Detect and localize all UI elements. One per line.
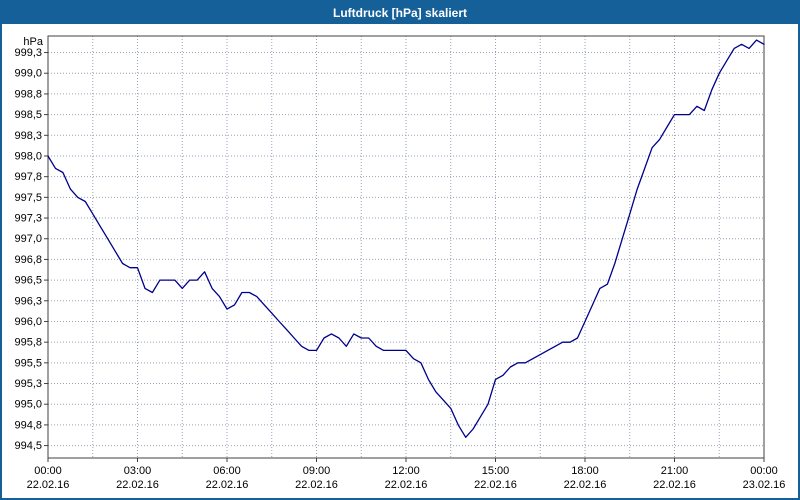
gridlines (48, 36, 764, 458)
x-tick-date-label: 22.02.16 (385, 479, 428, 491)
y-tick-label: 994,8 (14, 419, 42, 431)
y-tick-label: 997,0 (14, 233, 42, 245)
y-tick-label: 995,5 (14, 357, 42, 369)
x-tick-time-label: 06:00 (213, 465, 241, 477)
y-tick-label: 997,3 (14, 213, 42, 225)
y-tick-label: 998,3 (14, 130, 42, 142)
y-tick-label: 997,5 (14, 192, 42, 204)
x-axis-labels: 00:00 22.02.16 03:00 22.02.16 06:00 22.02.16 0… (27, 465, 786, 491)
x-tick-date-label: 22.02.16 (206, 479, 249, 491)
x-tick-time-label: 18:00 (571, 465, 599, 477)
x-tick-time-label: 00:00 (34, 465, 62, 477)
x-tick-time-label: 00:00 (750, 465, 778, 477)
y-tick-label: 999,0 (14, 68, 42, 80)
y-tick-label: 995,8 (14, 337, 42, 349)
x-tick-time-label: 12:00 (392, 465, 420, 477)
y-tick-label: 998,0 (14, 150, 42, 162)
y-tick-label: 998,8 (14, 88, 42, 100)
x-tick-date-label: 22.02.16 (474, 479, 517, 491)
x-tick-date-label: 23.02.16 (743, 479, 786, 491)
x-tick-time-label: 09:00 (303, 465, 331, 477)
y-tick-label: 999,3 (14, 47, 42, 59)
x-tick-time-label: 15:00 (482, 465, 510, 477)
chart-area: hPa 999,3 999,0 998,8 998,5 998,3 998,0 997,8 99… (2, 24, 798, 498)
x-tick-time-label: 03:00 (124, 465, 152, 477)
x-tick-date-label: 22.02.16 (295, 479, 338, 491)
x-tick-date-label: 22.02.16 (116, 479, 159, 491)
y-axis-unit-label: hPa (23, 36, 43, 48)
y-tick-label: 996,3 (14, 295, 42, 307)
axis-ticks (44, 52, 765, 462)
pressure-series-line (47, 39, 765, 438)
y-tick-label: 996,8 (14, 254, 42, 266)
x-tick-date-label: 22.02.16 (653, 479, 696, 491)
y-tick-label: 995,3 (14, 378, 42, 390)
x-tick-date-label: 22.02.16 (564, 479, 607, 491)
y-tick-label: 996,5 (14, 275, 42, 287)
y-tick-label: 995,0 (14, 399, 42, 411)
y-tick-label: 996,0 (14, 316, 42, 328)
x-tick-time-label: 21:00 (661, 465, 689, 477)
x-tick-date-label: 22.02.16 (27, 479, 70, 491)
y-tick-label: 994,5 (14, 440, 42, 452)
window-title: Luftdruck [hPa] skaliert (2, 2, 798, 24)
y-tick-label: 998,5 (14, 109, 42, 121)
y-tick-label: 997,8 (14, 171, 42, 183)
